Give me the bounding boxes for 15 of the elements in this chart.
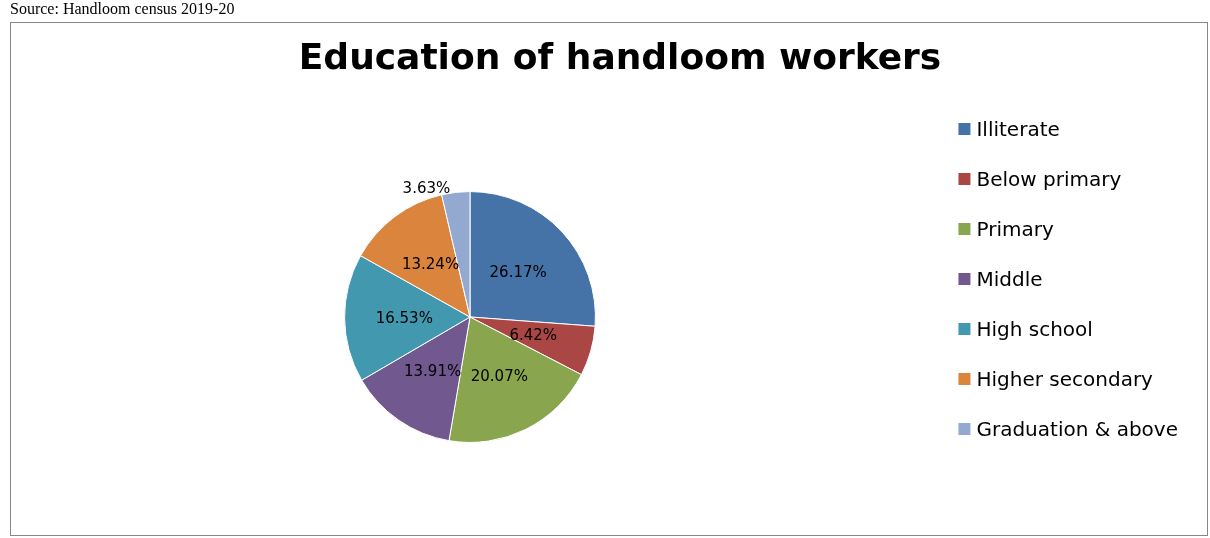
chart-title: Education of handloom workers — [298, 35, 942, 77]
legend-label: High school — [976, 317, 1093, 341]
legend-label: Primary — [976, 217, 1054, 241]
data-label: 16.53% — [375, 308, 433, 327]
data-label: 20.07% — [470, 366, 528, 385]
legend-label: Higher secondary — [976, 367, 1154, 391]
legend-label: Illiterate — [976, 117, 1060, 141]
data-label: 13.91% — [404, 362, 462, 381]
data-label: 6.42% — [509, 325, 558, 344]
data-label: 26.17% — [489, 263, 547, 282]
legend-label: Middle — [976, 267, 1043, 291]
legend-label: Below primary — [976, 167, 1122, 191]
legend-label: Graduation & above — [976, 417, 1179, 441]
data-label: 3.63% — [402, 179, 451, 198]
source-note: Source: Handloom census 2019-20 — [10, 0, 235, 18]
